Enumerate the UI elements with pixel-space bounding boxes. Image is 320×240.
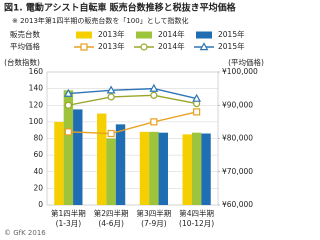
x-tick-label: 第3四半期: [136, 208, 171, 218]
bar: [182, 134, 192, 205]
y-tick-label: 160: [29, 67, 44, 76]
legend-group-label: 平均価格: [10, 41, 40, 51]
line-marker: [106, 85, 116, 94]
bar: [97, 113, 107, 205]
x-tick-label: (4-6月): [98, 219, 124, 228]
x-tick-label: 第1四半期: [51, 208, 86, 218]
y-tick-label: 60: [33, 150, 43, 159]
footer: © GfK 2016: [4, 229, 46, 237]
x-tick-label: 第2四半期: [94, 208, 129, 218]
y2-tick-label: ¥60,000: [222, 200, 253, 209]
y2-tick-label: ¥100,000: [222, 67, 258, 76]
y-tick-label: 80: [33, 134, 43, 143]
y-tick-label: 0: [38, 200, 43, 209]
line-marker: [107, 129, 115, 138]
legend-marker: [199, 42, 209, 51]
y-tick-label: 100: [29, 117, 44, 126]
chart-title: 図1. 電動アシスト自転車 販売台数推移と税抜き平均価格: [4, 2, 237, 14]
chart-subtitle: ※ 2013年第1四半期の販売台数を「100」として指数化: [12, 16, 189, 25]
x-tick-label: 第4四半期: [179, 208, 214, 218]
line-marker: [107, 93, 115, 101]
bar: [106, 138, 116, 205]
y2-tick-label: ¥90,000: [222, 100, 253, 109]
bar: [54, 121, 64, 205]
legend-swatch: [196, 31, 212, 39]
line: [68, 94, 197, 106]
line-marker: [193, 108, 201, 116]
y2-tick-label: ¥70,000: [222, 167, 253, 176]
bar: [139, 131, 150, 205]
y-tick-label: 40: [33, 167, 43, 176]
y2-tick-label: ¥80,000: [222, 134, 253, 143]
bar: [158, 132, 168, 205]
legend-label: 2014年: [158, 29, 185, 39]
y-tick-label: 120: [29, 100, 44, 109]
chart: 図1. 電動アシスト自転車 販売台数推移と税抜き平均価格 ※ 2013年第1四半…: [4, 2, 264, 238]
legend-swatch: [76, 31, 92, 39]
legend-label: 2015年: [218, 29, 245, 39]
line-marker: [149, 83, 159, 92]
line-marker: [192, 93, 202, 102]
legend-group-label: 販売台数: [10, 29, 40, 39]
y-axis-label: (台数指数): [4, 57, 40, 67]
legend-label: 2015年: [218, 41, 245, 51]
legend-marker: [140, 43, 148, 51]
bar: [73, 109, 83, 205]
line-marker: [150, 91, 158, 99]
x-tick-label: (7-9月): [141, 219, 167, 228]
bar: [191, 132, 202, 205]
legend-label: 2013年: [98, 29, 125, 39]
y-tick-label: 140: [29, 84, 44, 93]
line-marker: [63, 88, 73, 97]
bar: [201, 133, 211, 205]
legend-label: 2014年: [158, 41, 185, 51]
line-marker: [150, 118, 158, 126]
bar: [63, 90, 74, 205]
bar: [115, 124, 126, 205]
line-marker: [64, 101, 72, 109]
legend-swatch: [136, 31, 152, 39]
legend-label: 2013年: [98, 41, 125, 51]
y-tick-label: 20: [33, 183, 43, 192]
legend-marker: [80, 43, 88, 51]
y2-axis-label: (平均価格): [228, 57, 264, 67]
line-marker: [64, 128, 72, 136]
line: [68, 111, 197, 135]
x-tick-label: (1-3月): [56, 219, 82, 228]
bar: [149, 131, 159, 205]
line: [68, 87, 197, 100]
x-tick-label: (10-12月): [179, 219, 214, 228]
